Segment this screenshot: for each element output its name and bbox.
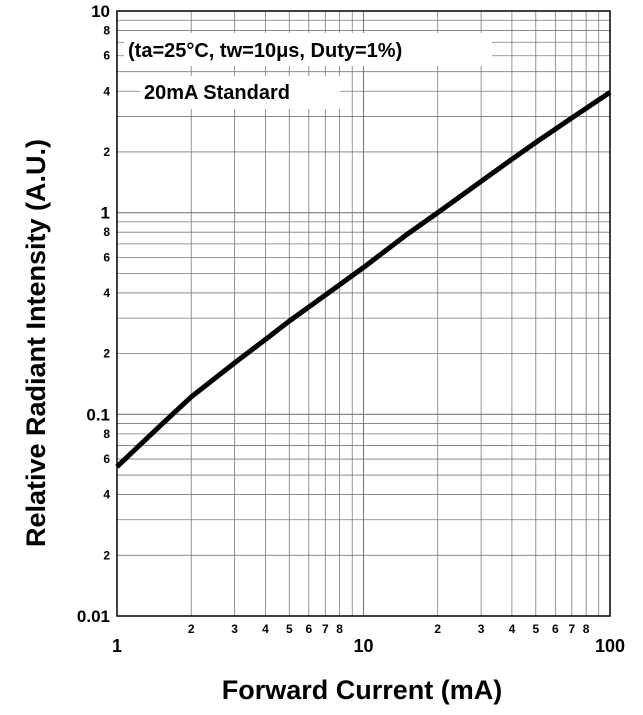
x-tick-label: 4: [262, 622, 269, 636]
y-tick-label: 0.1: [86, 405, 110, 424]
y-tick-label: 8: [103, 427, 110, 441]
annotation-standard: 20mA Standard: [144, 82, 290, 104]
y-tick-label: 6: [103, 49, 110, 63]
x-tick-label: 8: [583, 622, 590, 636]
x-axis-label: Forward Current (mA): [222, 675, 503, 705]
y-tick-label: 2: [103, 145, 110, 159]
y-axis-label: Relative Radiant Intensity (A.U.): [21, 139, 51, 547]
x-tick-label: 2: [434, 622, 441, 636]
annotation-standard-background: [140, 76, 340, 109]
y-tick-label: 6: [103, 452, 110, 466]
y-tick-label: 4: [103, 84, 110, 98]
x-tick-label: 1: [112, 636, 122, 656]
x-tick-label: 2: [188, 622, 195, 636]
annotation-conditions-background: [124, 33, 492, 66]
y-tick-label: 1: [101, 204, 110, 223]
grid-lines: [117, 11, 610, 616]
x-tick-label: 100: [595, 636, 625, 656]
y-tick-labels: 0.01 2 4 6 8 0.1 2 4 6 8 1 2 4 6 8 10: [77, 2, 110, 626]
y-tick-label: 4: [103, 286, 110, 300]
x-tick-label: 5: [532, 622, 539, 636]
y-tick-label: 8: [103, 225, 110, 239]
y-tick-label: 8: [103, 24, 110, 38]
y-tick-label: 10: [91, 2, 110, 21]
x-tick-label: 4: [509, 622, 516, 636]
y-tick-label: 0.01: [77, 607, 110, 626]
series-layer: [115, 90, 612, 469]
x-tick-label: 3: [478, 622, 485, 636]
x-tick-label: 6: [552, 622, 559, 636]
x-tick-label: 5: [286, 622, 293, 636]
y-tick-label: 4: [103, 488, 110, 502]
y-tick-label: 2: [103, 347, 110, 361]
x-tick-label: 8: [336, 622, 343, 636]
y-tick-label: 2: [103, 548, 110, 562]
y-tick-label: 6: [103, 250, 110, 264]
x-tick-label: 7: [322, 622, 329, 636]
x-tick-label: 10: [353, 636, 373, 656]
x-tick-label: 3: [231, 622, 238, 636]
plot-area-frame: [116, 10, 611, 617]
x-tick-label: 7: [568, 622, 575, 636]
annotation-conditions: (ta=25°C, tw=10μs, Duty=1%): [128, 40, 402, 62]
series-line: [115, 90, 612, 469]
x-tick-label: 6: [305, 622, 312, 636]
